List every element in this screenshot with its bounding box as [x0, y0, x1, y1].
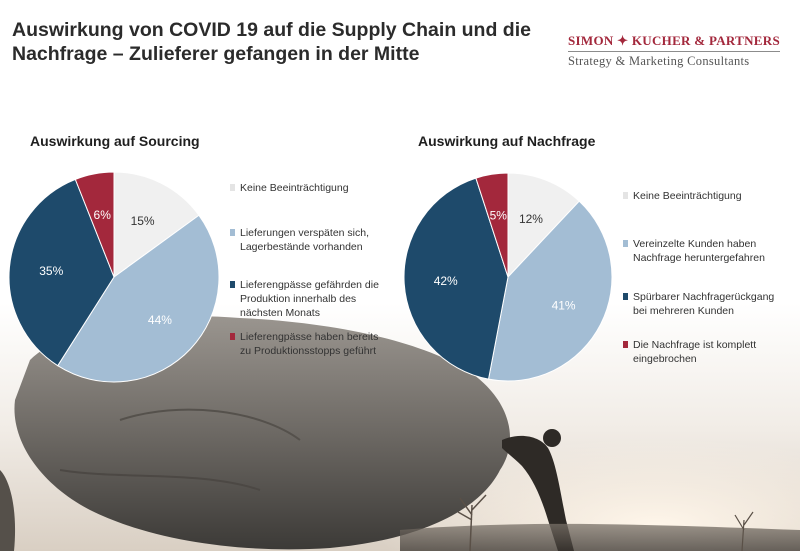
legend-label: Die Nachfrage ist komplett eingebrochen — [633, 339, 757, 365]
pie-slice-label-1: 12% — [519, 212, 543, 226]
legend-swatch — [230, 281, 235, 288]
legend-swatch — [230, 229, 235, 236]
pie-slice-4 — [475, 172, 509, 278]
legend-swatch — [623, 293, 628, 300]
logo-name: SIMON ✦ KUCHER & PARTNERS — [568, 33, 780, 52]
logo-tagline: Strategy & Marketing Consultants — [568, 54, 750, 68]
pie-slice-1 — [507, 172, 580, 279]
sourcing-chart-title: Auswirkung auf Sourcing — [30, 133, 200, 149]
legend-swatch — [623, 192, 628, 199]
pie-slice-label-2: 41% — [552, 298, 576, 312]
pie-slice-label-2: 44% — [148, 313, 172, 327]
company-logo: SIMON ✦ KUCHER & PARTNERS Strategy & Mar… — [568, 33, 780, 69]
pie-slice-2 — [57, 214, 220, 383]
legend-swatch — [230, 184, 235, 191]
pie-slice-label-3: 42% — [434, 274, 458, 288]
legend-swatch — [623, 240, 628, 247]
demand-chart-title: Auswirkung auf Nachfrage — [418, 133, 596, 149]
legend-label: Keine Beeinträchtigung — [240, 182, 349, 194]
legend-label: Keine Beeinträchtigung — [633, 190, 742, 202]
sourcing-pie-chart: 15% 44% 35% 6% — [8, 171, 220, 383]
legend-label: Lieferungen verspäten sich, Lagerbeständ… — [240, 227, 369, 253]
legend-label: Spürbarer Nachfragerückgang bei mehreren… — [633, 291, 775, 317]
pie-slice-3 — [403, 177, 509, 380]
pie-slice-label-4: 5% — [490, 208, 508, 222]
pie-slice-3 — [8, 178, 115, 367]
pie-slice-1 — [113, 171, 200, 278]
legend-label: Vereinzelte Kunden haben Nachfrage herun… — [633, 238, 765, 264]
page-title: Auswirkung von COVID 19 auf die Supply C… — [12, 19, 531, 65]
pie-slice-label-1: 15% — [131, 214, 155, 228]
legend-label: Lieferengpässe haben bereits zu Produkti… — [240, 331, 379, 357]
pie-slice-label-4: 6% — [94, 208, 112, 222]
legend-label: Lieferengpässe gefährden die Produktion … — [240, 279, 379, 319]
pie-slice-2 — [487, 200, 613, 382]
pie-slice-label-3: 35% — [39, 264, 63, 278]
legend-swatch — [230, 333, 235, 340]
legend-swatch — [623, 341, 628, 348]
demand-pie-chart: 12% 41% 42% 5% — [403, 172, 613, 382]
pie-slice-4 — [74, 171, 115, 278]
